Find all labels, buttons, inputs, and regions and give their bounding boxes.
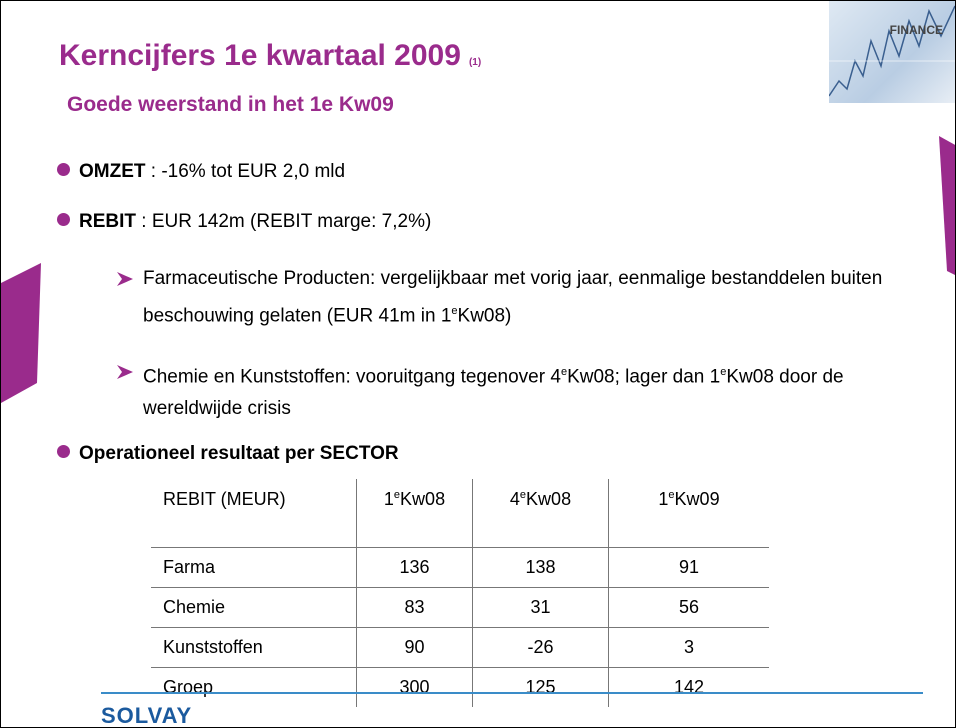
text-run: Farmaceutische Producten: vergelijkbaar … — [143, 268, 882, 326]
cell: 138 — [473, 548, 609, 588]
text-run: Kw08; lager dan 1 — [567, 366, 720, 387]
cell: Chemie — [151, 588, 357, 628]
cell: 83 — [357, 588, 473, 628]
bullet-dot — [57, 445, 70, 458]
header-cell: 1eKw08 — [357, 479, 473, 548]
arrow — [117, 272, 133, 286]
text-run: Kw08 — [526, 489, 571, 509]
header-cell: 4eKw08 — [473, 479, 609, 548]
cell: 300 — [357, 668, 473, 708]
bullet: Operationeel resultaat per SECTOR — [57, 443, 399, 465]
cell: 91 — [609, 548, 770, 588]
title: Kerncijfers 1e kwartaal 2009 (1) — [59, 39, 481, 73]
cell: 3 — [609, 628, 770, 668]
bullet-dot — [57, 163, 70, 176]
text-run: : EUR 142m (REBIT marge: 7,2%) — [136, 211, 431, 232]
text-run: OMZET — [79, 161, 146, 182]
bullet: OMZET : -16% tot EUR 2,0 mld — [57, 161, 345, 183]
text-run: 4 — [510, 489, 520, 509]
decor-bar — [925, 136, 956, 276]
sub-bullet: Farmaceutische Producten: vergelijkbaar … — [117, 263, 943, 332]
sub-bullet: Chemie en Kunststoffen: vooruitgang tege… — [117, 356, 943, 425]
text-run: REBIT — [79, 211, 136, 232]
cell: 31 — [473, 588, 609, 628]
cell: Kunststoffen — [151, 628, 357, 668]
finance-image: FINANCE — [829, 1, 955, 103]
text-run: 1 — [384, 489, 394, 509]
logo: SOLVAY — [101, 703, 192, 728]
cell: Groep — [151, 668, 357, 708]
cell: 136 — [357, 548, 473, 588]
cell: 90 — [357, 628, 473, 668]
subtitle: Goede weerstand in het 1e Kw09 — [67, 93, 394, 117]
header-cell: 1eKw09 — [609, 479, 770, 548]
text-run: Chemie en Kunststoffen: vooruitgang tege… — [143, 366, 561, 387]
badge-text: FINANCE — [890, 23, 943, 37]
cell: 142 — [609, 668, 770, 708]
cell: 56 — [609, 588, 770, 628]
bullet-dot — [57, 213, 70, 226]
slide: Kerncijfers 1e kwartaal 2009 (1) Goede we… — [0, 0, 956, 728]
title-text: Kerncijfers 1e kwartaal 2009 — [59, 39, 461, 72]
decor-bar — [1, 263, 41, 403]
text-run: 1 — [658, 489, 668, 509]
cell: -26 — [473, 628, 609, 668]
arrow — [117, 365, 133, 379]
chart-decoration — [829, 1, 955, 103]
cell: Farma — [151, 548, 357, 588]
text-run: Kw09 — [675, 489, 720, 509]
title-note: (1) — [469, 57, 481, 68]
footer-line — [101, 691, 923, 695]
text-run: Operationeel resultaat per SECTOR — [79, 443, 399, 464]
text-run: REBIT (MEUR) — [163, 489, 286, 509]
header-cell: REBIT (MEUR) — [151, 479, 357, 548]
text-run: Kw08 — [400, 489, 445, 509]
text-run: : -16% tot EUR 2,0 mld — [146, 161, 346, 182]
text-run: Kw08) — [458, 305, 512, 326]
cell: 125 — [473, 668, 609, 708]
bullet: REBIT : EUR 142m (REBIT marge: 7,2%) — [57, 211, 431, 233]
